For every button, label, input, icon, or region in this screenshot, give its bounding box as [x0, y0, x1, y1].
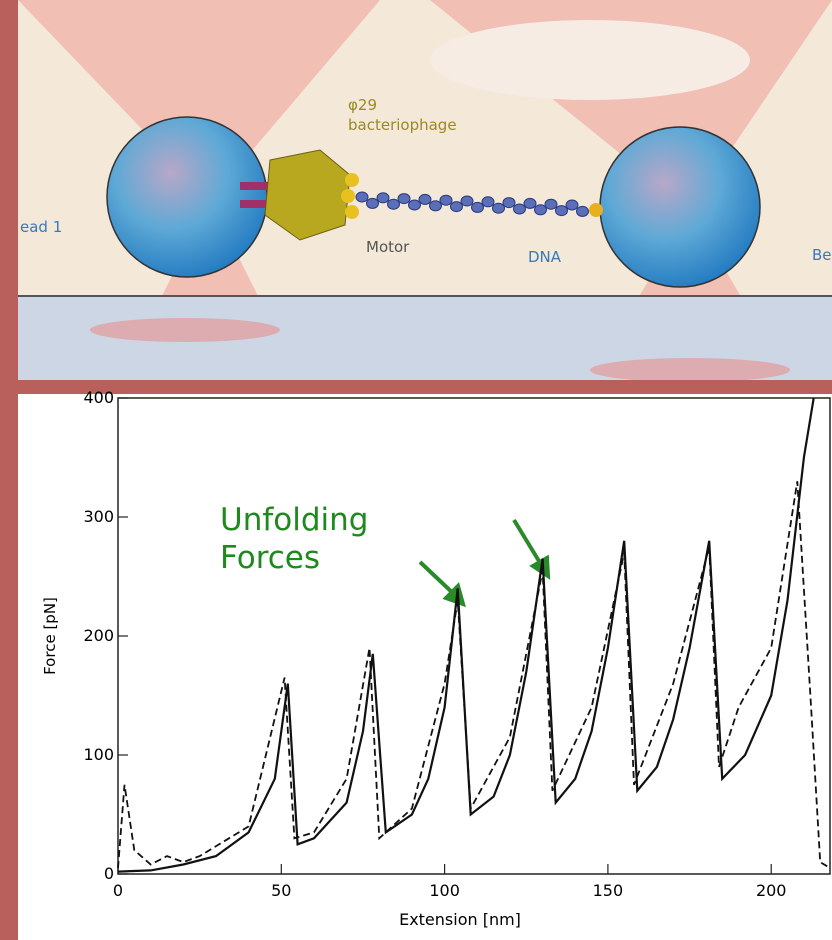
dna-bead	[461, 196, 473, 206]
dna-bead	[367, 198, 379, 208]
label: ead 1	[20, 218, 62, 236]
x-axis-label: Extension [nm]	[399, 910, 521, 929]
dna-bead	[503, 198, 515, 208]
y-tick-label: 300	[83, 507, 114, 526]
dna-bead	[419, 194, 431, 204]
motor	[345, 173, 359, 187]
motor	[341, 189, 355, 203]
dna-bead	[493, 203, 505, 213]
x-tick-label: 50	[271, 881, 291, 900]
label: Be	[812, 246, 832, 264]
label: DNA	[528, 248, 562, 266]
beam-top	[430, 20, 750, 100]
motor	[345, 205, 359, 219]
bead	[107, 117, 267, 277]
x-tick-label: 200	[756, 881, 787, 900]
annotation: Unfolding	[220, 502, 368, 538]
y-axis-label: Force [pN]	[41, 597, 59, 675]
chart-bg	[18, 394, 832, 940]
dna-bead	[556, 206, 568, 216]
dna-bead	[577, 206, 589, 216]
dna-bead	[409, 200, 421, 210]
dna-bead	[566, 200, 578, 210]
label: Motor	[366, 238, 410, 256]
dna-bead	[388, 199, 400, 209]
y-tick-label: 400	[83, 388, 114, 407]
spot	[90, 318, 280, 342]
annotation: Forces	[220, 540, 320, 576]
y-tick-label: 100	[83, 745, 114, 764]
x-tick-label: 100	[429, 881, 460, 900]
bead	[600, 127, 760, 287]
x-tick-label: 150	[593, 881, 624, 900]
page: φ29 bacteriophage Motor DNA ead 1 Be For…	[0, 0, 832, 940]
dna-bead	[545, 199, 557, 209]
x-tick-label: 0	[113, 881, 123, 900]
dna-bead	[377, 193, 389, 203]
dna-bead	[356, 192, 368, 202]
y-tick-label: 200	[83, 626, 114, 645]
dna-bead	[451, 202, 463, 212]
dna-bead	[482, 197, 494, 207]
dna-bead	[472, 202, 484, 212]
figure: φ29 bacteriophage Motor DNA ead 1 Be For…	[0, 0, 832, 940]
dna-bead	[514, 204, 526, 214]
dna-bead	[524, 198, 536, 208]
dna-bead	[430, 201, 442, 211]
dna-bead	[535, 205, 547, 215]
dna-end	[589, 203, 603, 217]
diagram: φ29 bacteriophage Motor DNA ead 1 Be	[18, 0, 832, 382]
label: φ29	[348, 96, 377, 114]
label: bacteriophage	[348, 116, 457, 134]
dna-bead	[440, 195, 452, 205]
dna-bead	[398, 194, 410, 204]
spot	[590, 358, 790, 382]
